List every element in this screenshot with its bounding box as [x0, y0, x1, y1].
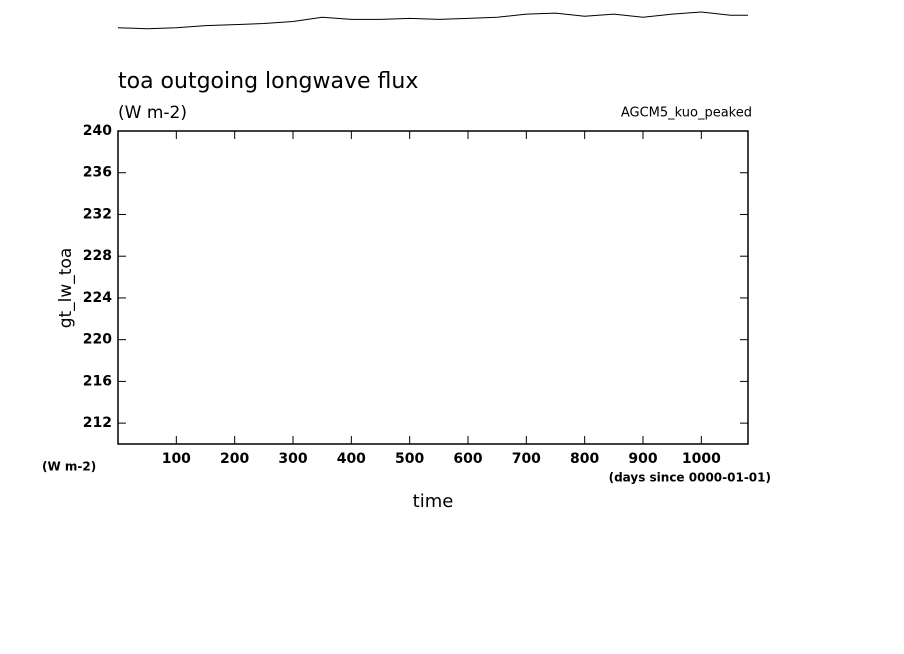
- chart-title: toa outgoing longwave flux: [118, 69, 418, 94]
- plot-frame: [117, 130, 749, 445]
- y-tick-label: 232: [83, 206, 112, 222]
- chart-subtitle: (W m-2): [118, 103, 187, 123]
- y-tick-label: 212: [83, 415, 112, 431]
- x-tick-label: 500: [395, 451, 424, 467]
- y-tick-label: 216: [83, 373, 112, 389]
- x-tick-label: 200: [220, 451, 249, 467]
- x-tick-label: 800: [570, 451, 599, 467]
- y-unit: (W m-2): [42, 460, 96, 474]
- x-tick-label: 900: [628, 451, 657, 467]
- x-tick-label: 100: [162, 451, 191, 467]
- x-tick-label: 400: [337, 451, 366, 467]
- x-tick-label: 700: [512, 451, 541, 467]
- x-unit: (days since 0000-01-01): [609, 471, 771, 485]
- x-tick-label: 600: [453, 451, 482, 467]
- x-tick-label: 1000: [682, 451, 721, 467]
- y-tick-label: 228: [83, 248, 112, 264]
- y-tick-label: 224: [83, 290, 112, 306]
- y-tick-label: 236: [83, 165, 112, 181]
- data-line: [117, 11, 748, 30]
- x-tick-label: 300: [278, 451, 307, 467]
- y-tick-label: 240: [83, 123, 112, 139]
- y-axis-label: gt_lw_toa: [56, 248, 76, 329]
- y-tick-label: 220: [83, 332, 112, 348]
- annotation: AGCM5_kuo_peaked: [621, 106, 752, 121]
- x-axis-label: time: [413, 491, 454, 512]
